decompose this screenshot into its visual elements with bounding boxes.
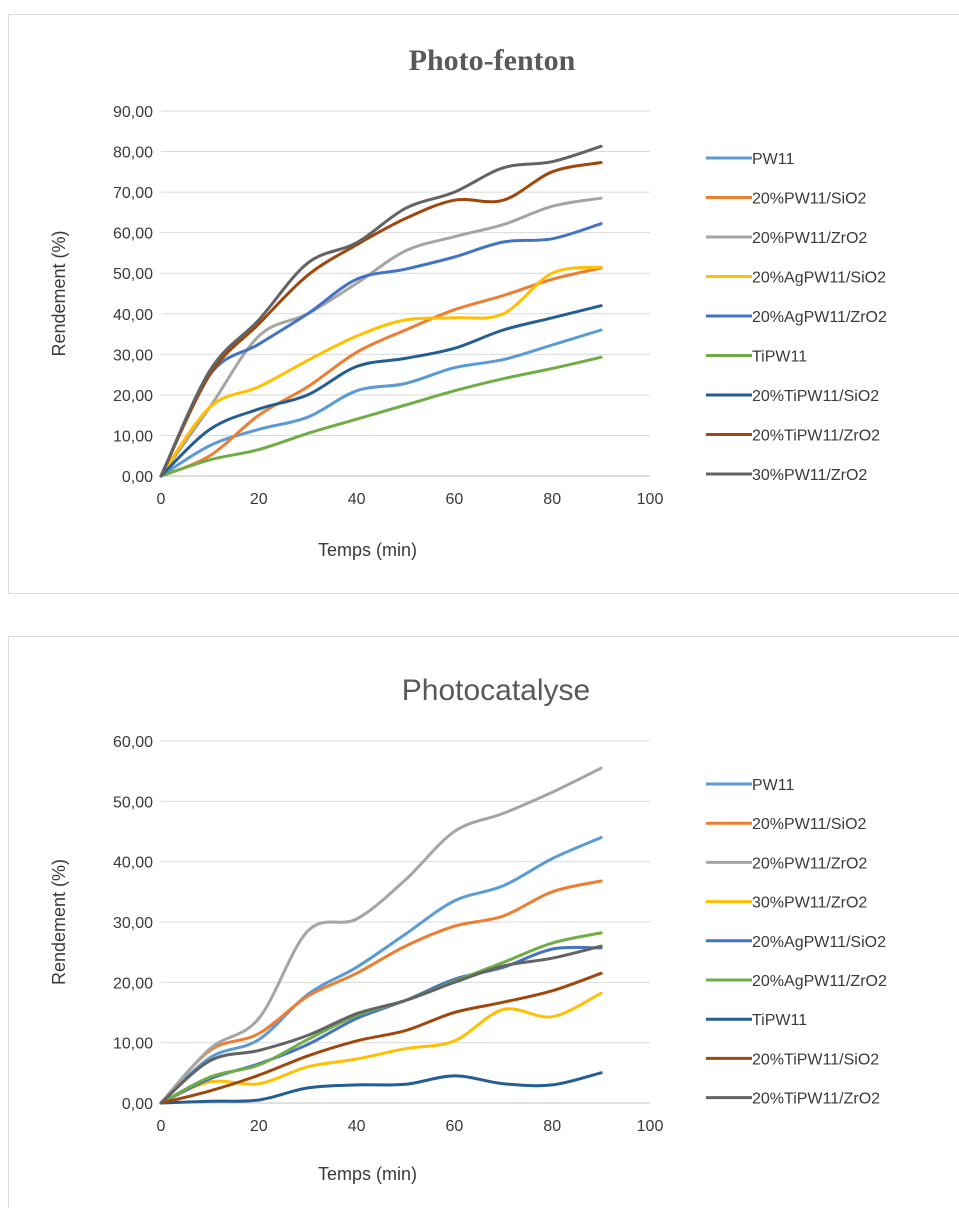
y-tick-label: 0,00 — [122, 1096, 153, 1113]
series-line — [159, 971, 603, 1105]
x-tick-label: 80 — [543, 491, 561, 508]
x-axis-label: Temps (min) — [318, 1164, 417, 1184]
legend-label: 20%AgPW11/ZrO2 — [752, 973, 887, 990]
legend-label: 30%PW11/ZrO2 — [752, 467, 867, 484]
series-line — [159, 945, 603, 1105]
photo-fenton-svg: Photo-fenton 0,00 10,00 20,00 30,00 40,00 50,… — [49, 44, 887, 560]
y-axis-label: Rendement (%) — [49, 859, 69, 985]
y-tick-label: 20,00 — [113, 975, 153, 992]
legend-label: 20%PW11/SiO2 — [752, 191, 867, 208]
y-tick-label: 20,00 — [113, 388, 153, 405]
y-tick-label: 40,00 — [113, 855, 153, 872]
x-tick-label: 40 — [348, 491, 366, 508]
y-tick-label: 10,00 — [113, 428, 153, 445]
x-tick-label: 20 — [250, 1118, 268, 1135]
legend-label: TiPW11 — [752, 1012, 807, 1029]
y-axis-label: Rendement (%) — [49, 230, 69, 356]
y-tick-label: 30,00 — [113, 915, 153, 932]
legend: PW11 20%PW11/SiO2 20%PW11/ZrO2 20%AgPW11/Si… — [706, 151, 887, 484]
photocatalyse-chart: Photocatalyse 0,00 10,00 20,00 30,00 40,00 50… — [8, 636, 959, 1208]
legend-label: 20%TiPW11/ZrO2 — [752, 1091, 880, 1108]
legend-label: 20%PW11/ZrO2 — [752, 855, 867, 872]
legend-label: 20%AgPW11/SiO2 — [752, 270, 886, 287]
x-tick-label: 0 — [157, 491, 166, 508]
chart-title: Photo-fenton — [409, 44, 576, 77]
y-tick-label: 60,00 — [113, 226, 153, 243]
x-tick-label: 80 — [543, 1118, 561, 1135]
x-tick-label: 60 — [446, 1118, 464, 1135]
legend-label: PW11 — [752, 777, 794, 794]
series-line — [159, 766, 603, 1105]
y-tick-label: 10,00 — [113, 1036, 153, 1053]
legend-label: 20%PW11/SiO2 — [752, 816, 867, 833]
photo-fenton-chart: Photo-fenton 0,00 10,00 20,00 30,00 40,00 50,… — [8, 14, 959, 594]
series-line — [159, 222, 603, 478]
x-tick-label: 0 — [157, 1118, 166, 1135]
legend-label: PW11 — [752, 151, 794, 168]
y-tick-label: 40,00 — [113, 307, 153, 324]
y-tick-label: 30,00 — [113, 347, 153, 364]
series-line — [159, 355, 603, 478]
legend-label: 20%TiPW11/ZrO2 — [752, 428, 880, 445]
legend-label: 20%PW11/ZrO2 — [752, 230, 867, 247]
legend: PW11 20%PW11/SiO2 20%PW11/ZrO2 30%PW11/ZrO2… — [706, 777, 887, 1108]
y-tick-label: 0,00 — [122, 469, 153, 486]
x-tick-label: 100 — [637, 491, 664, 508]
series-line — [159, 265, 603, 478]
series-line — [159, 879, 603, 1105]
y-tick-label: 60,00 — [113, 734, 153, 751]
series-group — [159, 144, 603, 478]
photocatalyse-svg: Photocatalyse 0,00 10,00 20,00 30,00 40,00 50… — [49, 674, 887, 1184]
series-line — [159, 144, 603, 478]
legend-label: 20%TiPW11/SiO2 — [752, 1051, 879, 1068]
legend-label: TiPW11 — [752, 349, 807, 366]
series-line — [159, 161, 603, 478]
y-tick-label: 90,00 — [113, 104, 153, 121]
x-tick-label: 20 — [250, 491, 268, 508]
series-line — [159, 1071, 603, 1105]
series-group — [159, 766, 603, 1105]
gridlines — [161, 740, 650, 1104]
chart-title: Photocatalyse — [402, 674, 590, 707]
x-tick-label: 40 — [348, 1118, 366, 1135]
series-line — [159, 304, 603, 478]
x-tick-label: 60 — [446, 491, 464, 508]
legend-label: 20%TiPW11/SiO2 — [752, 388, 879, 405]
x-axis-label: Temps (min) — [318, 540, 417, 560]
y-tick-label: 50,00 — [113, 794, 153, 811]
series-line — [159, 266, 603, 478]
legend-label: 20%AgPW11/ZrO2 — [752, 309, 887, 326]
y-tick-label: 80,00 — [113, 145, 153, 162]
legend-label: 20%AgPW11/SiO2 — [752, 934, 886, 951]
x-tick-label: 100 — [637, 1118, 664, 1135]
series-line — [159, 836, 603, 1105]
y-tick-label: 50,00 — [113, 266, 153, 283]
series-line — [159, 944, 603, 1105]
y-tick-label: 70,00 — [113, 185, 153, 202]
legend-label: 30%PW11/ZrO2 — [752, 895, 867, 912]
